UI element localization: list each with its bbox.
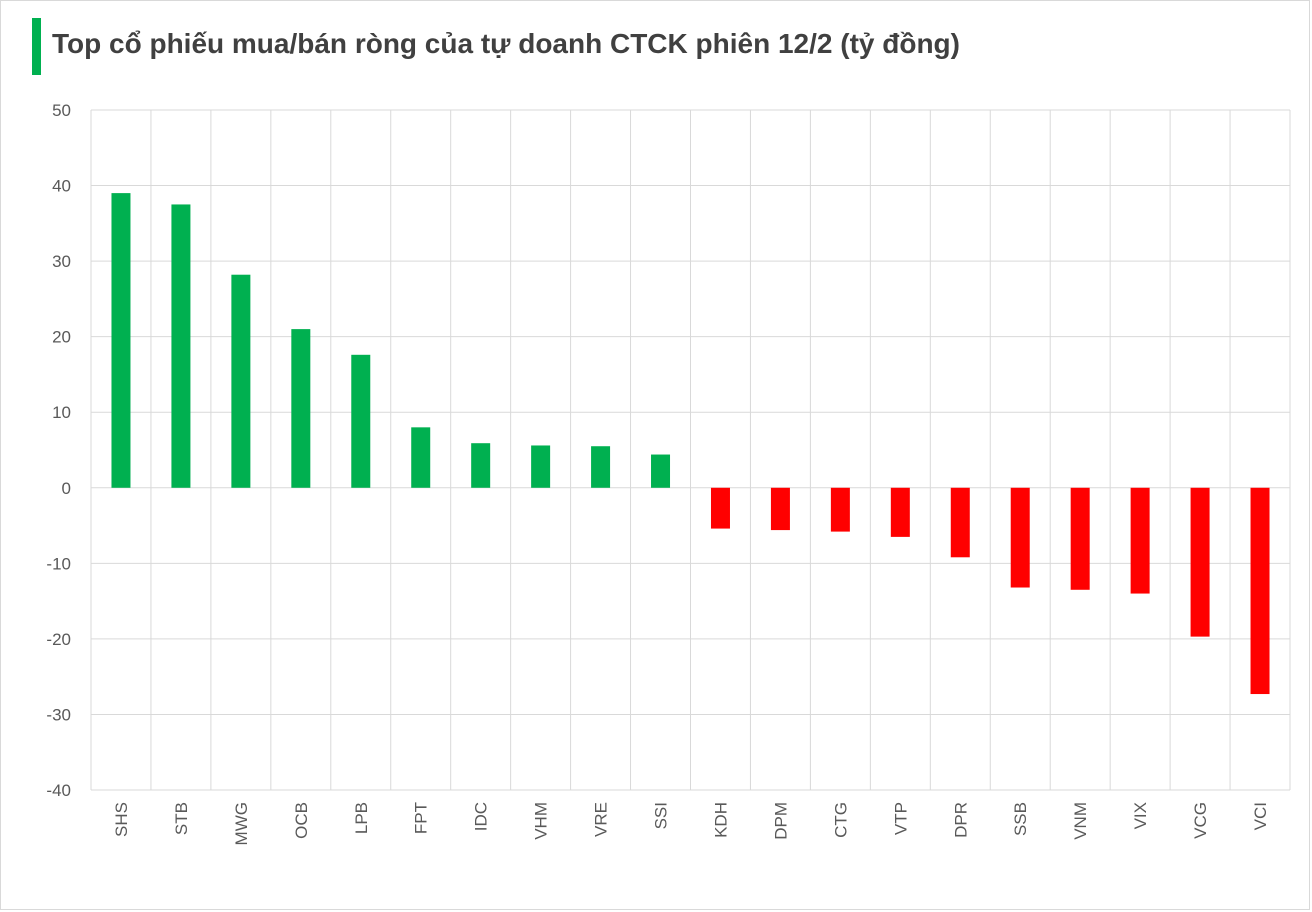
y-tick-label: -30	[46, 705, 71, 724]
x-tick-label: DPM	[771, 802, 790, 840]
x-tick-label: FPT	[412, 802, 431, 834]
bar-dpm	[770, 487, 790, 531]
x-tick-label: VNM	[1071, 802, 1090, 840]
x-tick-label: MWG	[232, 802, 251, 845]
bars	[111, 193, 1270, 695]
x-tick-label: IDC	[472, 802, 491, 831]
title-accent-bar	[32, 18, 41, 75]
x-tick-label: VRE	[592, 802, 611, 837]
x-tick-label: VTP	[891, 802, 910, 835]
bar-ocb	[291, 329, 311, 488]
bar-lpb	[351, 354, 371, 488]
bar-shs	[111, 193, 131, 488]
y-tick-label: 20	[52, 328, 71, 347]
bar-vix	[1130, 487, 1150, 594]
y-tick-label: -40	[46, 781, 71, 800]
x-tick-label: DPR	[951, 802, 970, 838]
x-tick-label: VCG	[1191, 802, 1210, 839]
bar-idc	[471, 443, 491, 488]
x-axis-tick-labels: SHS STB MWG OCB LPB FPT IDC VHM VRE SSI KDH DPM CTG V…	[112, 802, 1270, 845]
y-tick-label: 10	[52, 403, 71, 422]
x-tick-label: STB	[172, 802, 191, 835]
bar-ssi	[651, 454, 671, 488]
x-tick-label: SHS	[112, 802, 131, 837]
x-tick-label: KDH	[711, 802, 730, 838]
x-tick-label: OCB	[292, 802, 311, 839]
bar-vnm	[1070, 487, 1090, 590]
bar-fpt	[411, 427, 431, 488]
chart-title: Top cổ phiếu mua/bán ròng của tự doanh C…	[52, 28, 960, 59]
y-tick-label: 30	[52, 252, 71, 271]
bar-ssb	[1010, 487, 1030, 588]
y-tick-label: 40	[52, 177, 71, 196]
y-tick-label: 50	[52, 101, 71, 120]
x-tick-label: LPB	[352, 802, 371, 834]
x-tick-label: CTG	[831, 802, 850, 838]
bar-vhm	[531, 445, 551, 488]
x-tick-label: SSI	[652, 802, 671, 829]
bar-stb	[171, 204, 191, 488]
bar-vci	[1250, 487, 1270, 695]
y-tick-label: -20	[46, 630, 71, 649]
bar-vtp	[890, 487, 910, 537]
x-tick-label: VCI	[1251, 802, 1270, 830]
x-tick-label: SSB	[1011, 802, 1030, 836]
bar-vcg	[1190, 487, 1210, 637]
grid-lines	[90, 109, 1291, 791]
bar-dpr	[950, 487, 970, 558]
x-tick-label: VHM	[532, 802, 551, 840]
bar-kdh	[710, 487, 730, 529]
bar-vre	[591, 446, 611, 488]
y-tick-label: -10	[46, 554, 71, 573]
y-axis-tick-labels: 50 40 30 20 10 0 -10 -20 -30 -40	[46, 101, 71, 800]
bar-mwg	[231, 274, 251, 488]
bar-ctg	[830, 487, 850, 532]
y-tick-label: 0	[62, 479, 71, 498]
x-tick-label: VIX	[1131, 802, 1150, 829]
